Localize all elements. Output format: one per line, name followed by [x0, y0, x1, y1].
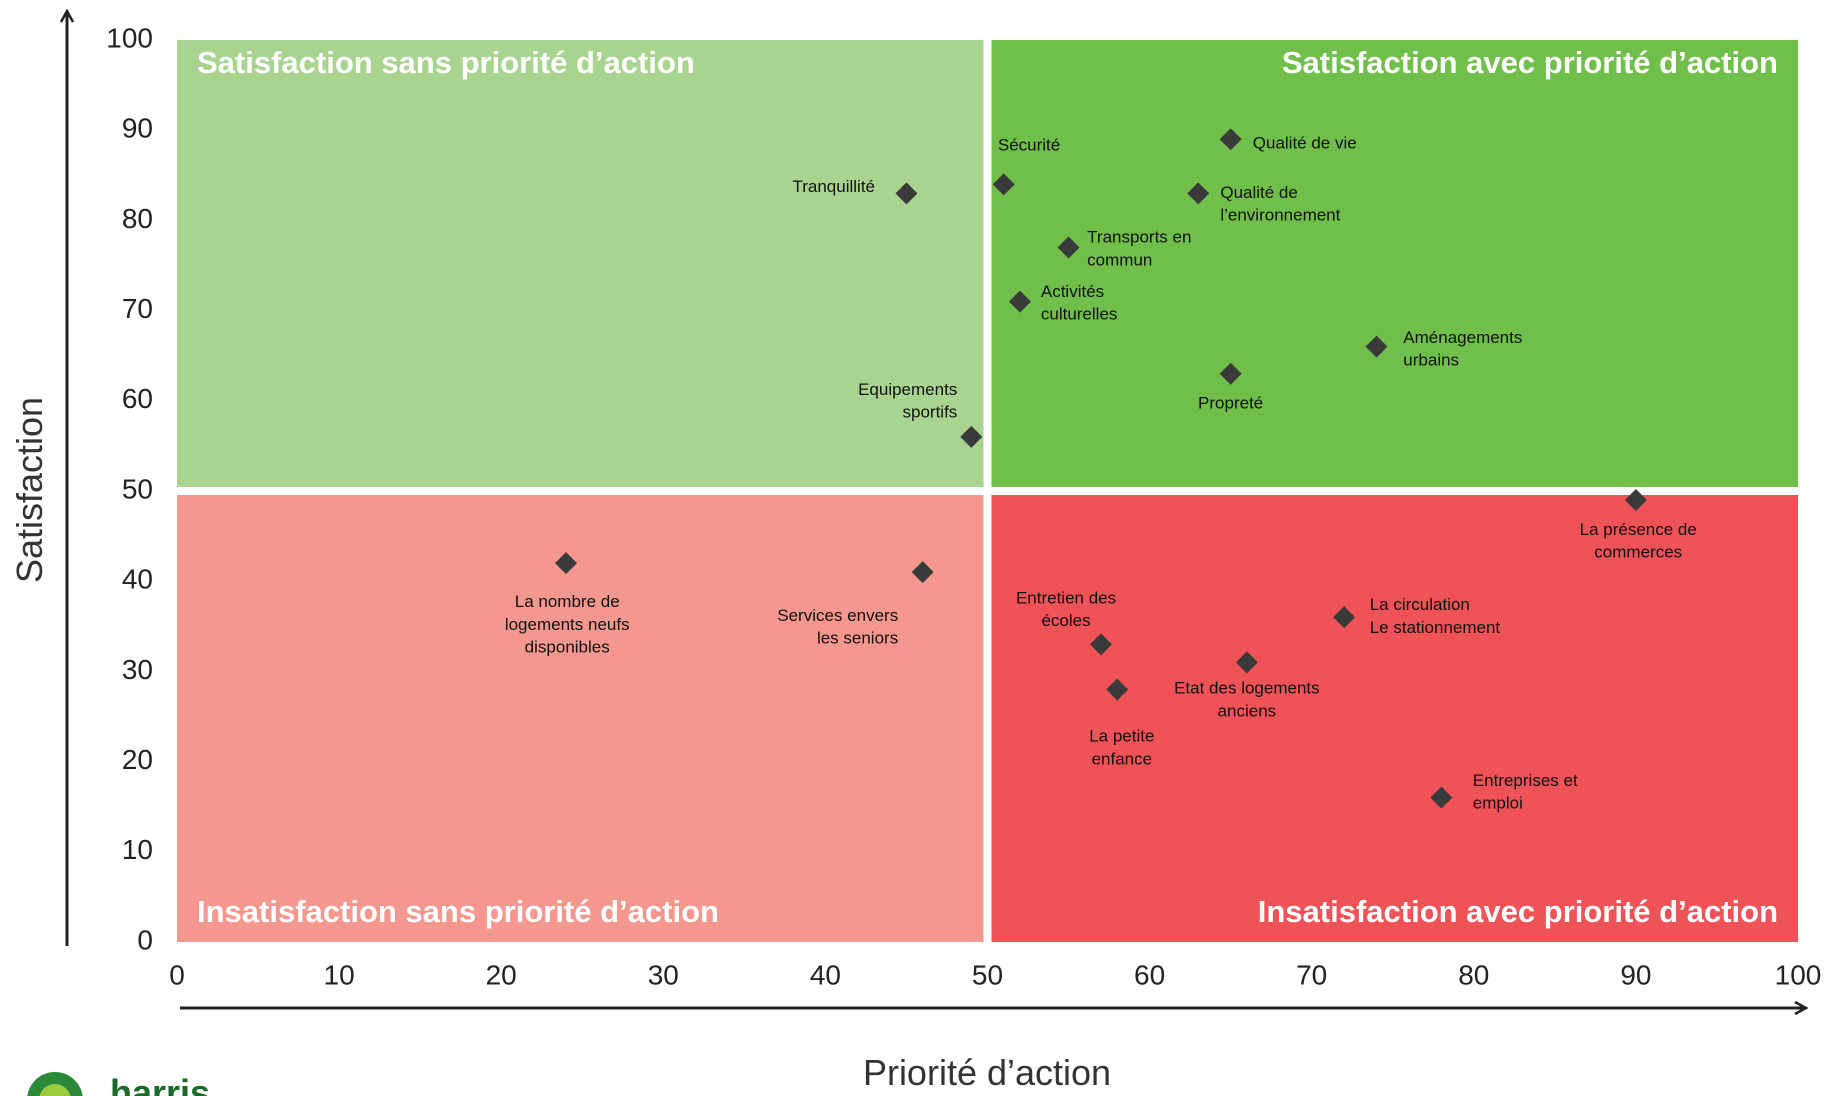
point: [1106, 678, 1129, 701]
quadrant: [991, 495, 1798, 942]
x-tick-label: 70: [1296, 959, 1327, 990]
x-tick-label: 80: [1458, 959, 1489, 990]
quadrant-label: Satisfaction sans priorité d’action: [197, 45, 695, 80]
y-tick-label: 50: [122, 473, 153, 504]
x-tick-label: 90: [1620, 959, 1651, 990]
point: [1187, 182, 1210, 205]
point: [960, 425, 983, 448]
quadrant-label: Insatisfaction avec priorité d’action: [1258, 894, 1778, 929]
x-tick-label: 100: [1775, 959, 1822, 990]
point-label: Entreprises et: [1473, 771, 1578, 790]
y-tick-label: 0: [137, 924, 153, 955]
point-label: sportifs: [903, 403, 958, 422]
quadrants: [177, 40, 1798, 942]
point: [1365, 335, 1388, 358]
point-label: culturelles: [1041, 304, 1118, 323]
y-tick-label: 40: [122, 564, 153, 595]
point: [911, 561, 934, 584]
point-label: logements neufs: [505, 615, 630, 634]
point-label: les seniors: [817, 629, 898, 648]
point-label: Services envers: [777, 606, 898, 625]
quadrant: [177, 495, 984, 942]
logo-icon-inner: [39, 1084, 71, 1096]
point-label: Le stationnement: [1370, 618, 1501, 637]
y-tick-label: 80: [122, 203, 153, 234]
x-tick-label: 60: [1134, 959, 1165, 990]
x-tick-label: 10: [324, 959, 355, 990]
point: [1235, 651, 1258, 674]
point: [1333, 606, 1356, 629]
y-tick-label: 60: [122, 383, 153, 414]
point-label: emploi: [1473, 794, 1523, 813]
point-label: commun: [1087, 250, 1152, 269]
point-label: l’environnement: [1220, 206, 1340, 225]
x-tick-label: 30: [648, 959, 679, 990]
x-tick-label: 40: [810, 959, 841, 990]
point: [1089, 633, 1112, 656]
y-tick-label: 100: [106, 22, 153, 53]
point: [1008, 290, 1031, 313]
point-label: Activités: [1041, 282, 1104, 301]
point: [1219, 128, 1242, 151]
point-label: urbains: [1403, 351, 1459, 370]
point-label: La petite: [1089, 727, 1154, 746]
y-tick-label: 20: [122, 744, 153, 775]
y-tick-label: 10: [122, 834, 153, 865]
point-label: Propreté: [1198, 393, 1263, 412]
point-label: Sécurité: [998, 135, 1060, 154]
point-label: anciens: [1218, 701, 1277, 720]
x-tick-label: 0: [169, 959, 185, 990]
logo: harris: [110, 1072, 210, 1096]
point: [1430, 786, 1453, 809]
point-label: La nombre de: [515, 592, 620, 611]
quadrant: [991, 40, 1798, 487]
point: [895, 182, 918, 205]
point-label: commerces: [1594, 542, 1682, 561]
point-label: Qualité de vie: [1253, 133, 1357, 152]
point-label: Etat des logements: [1174, 679, 1320, 698]
x-tick-label: 50: [972, 959, 1003, 990]
quadrant-label: Satisfaction avec priorité d’action: [1282, 45, 1778, 80]
point: [1057, 236, 1080, 259]
y-tick-label: 90: [122, 113, 153, 144]
point: [992, 173, 1015, 196]
point-label: Qualité de: [1220, 183, 1298, 202]
point-label: Entretien des: [1016, 588, 1116, 607]
point-label: enfance: [1092, 749, 1153, 768]
point: [1219, 362, 1242, 385]
quadrant-label: Insatisfaction sans priorité d’action: [197, 894, 719, 929]
point-label: La circulation: [1370, 595, 1470, 614]
y-axis-title: Satisfaction: [9, 397, 50, 583]
point-label: écoles: [1041, 611, 1090, 630]
point-label: Equipements: [858, 380, 957, 399]
point-label: Transports en: [1087, 228, 1191, 247]
x-axis-title: Priorité d’action: [863, 1052, 1111, 1093]
point: [1624, 489, 1647, 512]
point-label: disponibles: [525, 638, 610, 657]
x-tick-label: 20: [486, 959, 517, 990]
point-label: Aménagements: [1403, 328, 1522, 347]
point-label: Tranquillité: [792, 177, 875, 196]
quadrant: [177, 40, 984, 487]
y-tick-label: 30: [122, 654, 153, 685]
y-tick-label: 70: [122, 293, 153, 324]
point: [555, 552, 578, 575]
point-label: La présence de: [1580, 520, 1697, 539]
